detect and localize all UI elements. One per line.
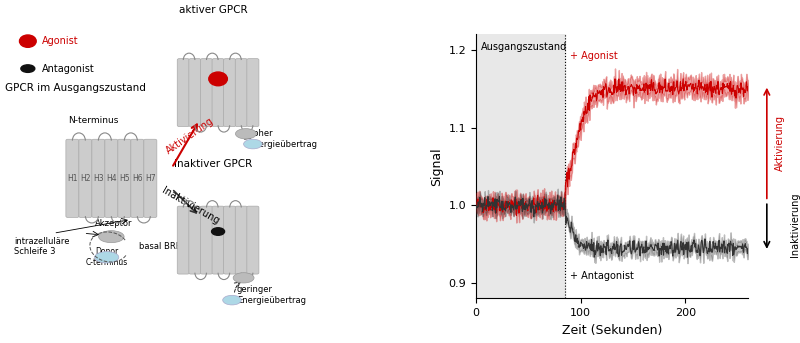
Ellipse shape	[222, 295, 242, 305]
Ellipse shape	[21, 65, 35, 72]
Text: hoher
Energieübertrag: hoher Energieübertrag	[248, 129, 318, 149]
Text: aktiver GPCR: aktiver GPCR	[179, 5, 248, 15]
Text: Aktivierung: Aktivierung	[165, 115, 216, 156]
Text: Ausgangszustand: Ausgangszustand	[482, 42, 567, 52]
FancyBboxPatch shape	[201, 59, 213, 127]
FancyBboxPatch shape	[235, 59, 247, 127]
FancyBboxPatch shape	[118, 139, 131, 217]
Text: H1: H1	[67, 174, 78, 183]
FancyBboxPatch shape	[189, 206, 201, 274]
FancyBboxPatch shape	[66, 139, 79, 217]
Text: H2: H2	[80, 174, 90, 183]
FancyBboxPatch shape	[247, 59, 259, 127]
Text: Antagonist: Antagonist	[42, 63, 94, 74]
FancyBboxPatch shape	[105, 139, 118, 217]
FancyBboxPatch shape	[201, 206, 213, 274]
Text: H7: H7	[145, 174, 156, 183]
FancyBboxPatch shape	[92, 139, 105, 217]
Text: Agonist: Agonist	[42, 36, 78, 46]
FancyBboxPatch shape	[224, 59, 236, 127]
FancyBboxPatch shape	[212, 59, 224, 127]
Bar	[476, 34, 565, 298]
Text: GPCR im Ausgangszustand: GPCR im Ausgangszustand	[5, 83, 146, 93]
Text: inaktiver GPCR: inaktiver GPCR	[174, 159, 253, 169]
Text: H6: H6	[132, 174, 142, 183]
X-axis label: Zeit (Sekunden): Zeit (Sekunden)	[562, 324, 662, 337]
Text: N-terminus: N-terminus	[68, 116, 118, 125]
Text: Aktivierung: Aktivierung	[775, 115, 786, 171]
Ellipse shape	[98, 231, 124, 243]
FancyBboxPatch shape	[131, 139, 144, 217]
Text: intrazelluläre
Schleife 3: intrazelluläre Schleife 3	[14, 237, 70, 256]
Text: H3: H3	[93, 174, 104, 183]
Text: H5: H5	[119, 174, 130, 183]
FancyBboxPatch shape	[224, 206, 236, 274]
FancyBboxPatch shape	[247, 206, 259, 274]
FancyBboxPatch shape	[189, 59, 201, 127]
Text: geringer
Energieübertrag: geringer Energieübertrag	[237, 285, 306, 305]
Text: basal BRET: basal BRET	[139, 243, 186, 251]
Ellipse shape	[211, 228, 225, 235]
FancyBboxPatch shape	[144, 139, 157, 217]
FancyBboxPatch shape	[235, 206, 247, 274]
FancyBboxPatch shape	[212, 206, 224, 274]
Circle shape	[209, 72, 227, 86]
Circle shape	[19, 35, 36, 47]
Ellipse shape	[233, 273, 254, 283]
Ellipse shape	[235, 129, 256, 139]
Text: Inaktivierung: Inaktivierung	[160, 185, 221, 226]
FancyBboxPatch shape	[178, 206, 190, 274]
Text: H4: H4	[106, 174, 117, 183]
Text: Akzeptor: Akzeptor	[95, 219, 133, 228]
Text: Inaktivierung: Inaktivierung	[790, 192, 800, 257]
FancyBboxPatch shape	[178, 59, 190, 127]
FancyBboxPatch shape	[79, 139, 92, 217]
Ellipse shape	[243, 139, 262, 149]
Y-axis label: Signal: Signal	[430, 147, 443, 186]
Text: + Antagonist: + Antagonist	[570, 271, 634, 281]
Text: Donor
C-terminus: Donor C-terminus	[86, 247, 128, 267]
Ellipse shape	[94, 252, 118, 263]
Text: + Agonist: + Agonist	[570, 51, 618, 61]
